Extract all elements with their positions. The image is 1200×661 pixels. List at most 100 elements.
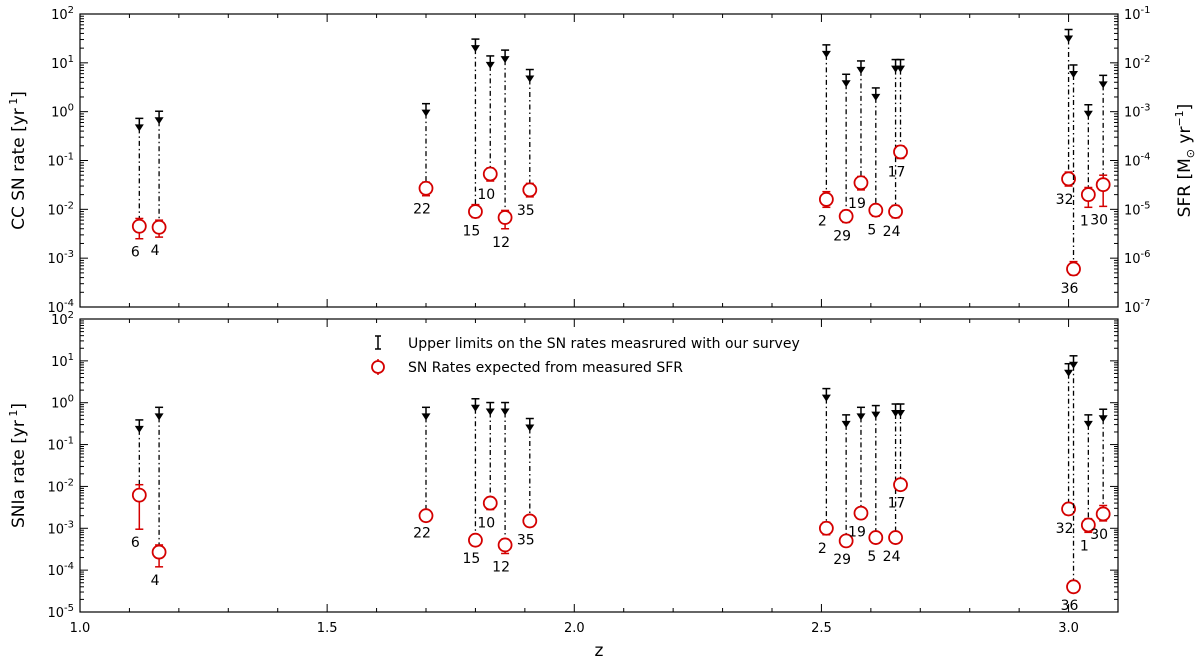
right-y-tick-label: 10-2 [1124,54,1151,72]
expected-rate-marker [1061,501,1076,517]
right-y-tick-label: 10-7 [1124,298,1151,316]
expected-rate-marker [131,218,147,234]
x-axis: 1.0 1.5 2.0 2.5 3.0 z [70,621,1079,661]
point-label: 36 [1061,281,1079,297]
upper-limit-arrow [525,424,535,432]
point-label: 24 [883,224,901,240]
expected-rate-marker [522,513,538,529]
upper-limit-arrow [856,66,866,74]
data-point-1: 1 [1080,104,1096,229]
expected-rate-marker [497,537,513,553]
expected-rate-marker [838,533,854,549]
x-tick-label: 1.0 [70,621,91,636]
cc-rate-axis-label: CC SN rate [yr 1] [7,91,29,230]
point-label: 10 [477,187,495,203]
expected-rate-marker [482,166,498,182]
point-label: 36 [1061,598,1079,614]
point-label: 5 [867,222,876,238]
upper-limit-arrow [1069,361,1079,369]
y-tick-label: 102 [51,5,74,23]
point-label: 22 [413,526,431,542]
upper-limit-arrow [470,404,480,412]
y-tick-label: 100 [51,394,74,412]
data-point-36: 36 [1061,355,1081,614]
upper-limit-arrow [1064,369,1074,377]
point-label: 30 [1090,527,1108,543]
right-y-tick-label: 10-1 [1124,5,1151,23]
upper-limit-arrow [896,410,906,418]
expected-rate-marker [838,208,854,224]
y-tick-label: 10-3 [47,249,74,267]
data-point-35: 35 [517,417,538,549]
point-label: 15 [463,224,481,240]
upper-limit-arrow [154,413,164,421]
upper-limit-arrow [421,413,431,421]
expected-rate-marker [868,202,884,218]
data-point-5: 5 [867,87,884,238]
expected-rate-marker [893,477,908,493]
point-label: 15 [463,551,481,567]
data-point-15: 15 [463,38,483,240]
point-label: 17 [888,164,906,180]
legend: Upper limits on the SN rates measrured w… [371,335,800,376]
point-label: 6 [131,535,140,551]
y-tick-label: 100 [51,103,74,121]
point-label: 29 [833,552,851,568]
upper-limit-arrow [821,50,831,58]
upper-limit-arrow [1098,415,1108,423]
data-point-17: 17 [888,403,908,511]
expected-rate-marker [1095,506,1111,522]
point-label: 22 [413,202,431,218]
x-tick-label: 2.5 [811,621,832,636]
data-point-5: 5 [867,404,884,565]
point-label: 2 [818,541,827,557]
upper-limit-arrow [1069,70,1079,78]
data-point-2: 2 [818,44,834,229]
upper-limit-arrow [525,75,535,83]
data-point-15: 15 [463,398,483,567]
data-point-10: 10 [477,55,498,203]
point-label: 2 [818,213,827,229]
point-label: 4 [151,243,160,259]
data-point-19: 19 [848,60,869,212]
data-point-32: 32 [1056,28,1076,208]
upper-limit-arrow [896,65,906,73]
data-point-22: 22 [413,406,434,542]
point-label: 19 [848,196,866,212]
upper-limit-arrow [1064,35,1074,43]
upper-limit-arrow [871,411,881,419]
data-point-29: 29 [833,73,854,244]
upper-limit-arrow [1083,420,1093,428]
point-label: 10 [477,516,495,532]
data-point-30: 30 [1090,408,1111,543]
upper-limit-arrow [500,56,510,64]
data-point-6: 6 [131,419,147,551]
x-tick-label: 3.0 [1058,621,1079,636]
data-point-32: 32 [1056,362,1076,537]
data-point-6: 6 [131,117,147,261]
point-label: 4 [151,573,160,589]
upper-limit-arrow [421,109,431,117]
expected-rate-marker [151,219,167,235]
y-tick-label: 101 [51,352,74,370]
expected-rate-marker [482,495,498,511]
data-point-30: 30 [1090,74,1111,228]
data-point-24: 24 [883,58,903,240]
y-tick-label: 10-4 [47,298,74,316]
point-label: 6 [131,245,140,261]
data-point-19: 19 [848,406,869,541]
y-tick-label: 10-5 [47,603,74,621]
expected-rate-marker [151,544,167,560]
x-axis-label: z [595,641,604,661]
data-point-36: 36 [1061,64,1081,297]
expected-rate-marker [818,191,834,207]
y-tick-label: 10-3 [47,519,74,537]
upper-limit-arrow [841,80,851,88]
point-label: 12 [492,559,510,575]
upper-limit-arrow [1098,81,1108,89]
upper-limit-arrow [841,420,851,428]
expected-rate-marker [893,144,908,160]
point-label: 19 [848,525,866,541]
